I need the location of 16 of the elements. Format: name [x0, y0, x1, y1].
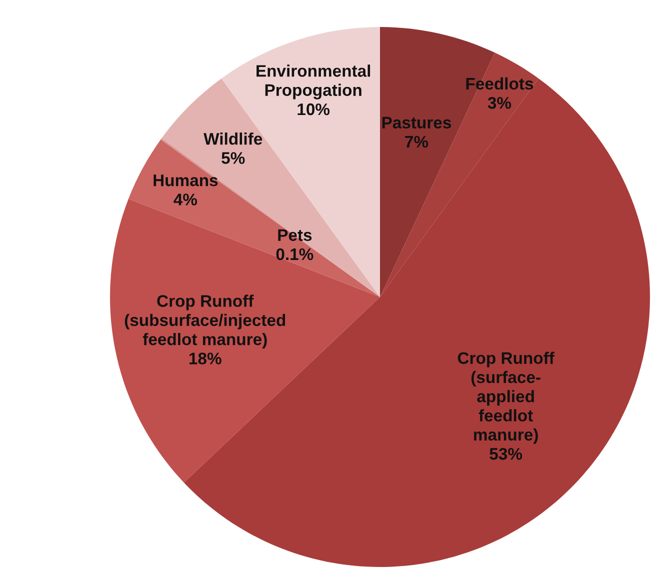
slice-label: Crop Runoff (subsurface/injected feedlot manure): [124, 294, 286, 349]
data-label: 0.1%: [276, 248, 314, 260]
data-label: 5%: [222, 152, 245, 164]
data-label: 53%: [490, 448, 522, 460]
data-label: 10%: [298, 103, 330, 116]
data-label: 7%: [405, 136, 428, 148]
data-label: 3%: [488, 97, 512, 109]
slice-label: Crop Runoff (surface- applied feedlot manure): [458, 352, 554, 444]
slice-label: Humans: [154, 174, 218, 186]
slice-label: Wildlife: [204, 132, 262, 145]
slice-label: Pastures: [382, 116, 452, 129]
slice-label: Feedlots: [466, 77, 534, 90]
slice-label: Environmental Propogation: [256, 64, 370, 100]
data-label: 18%: [189, 352, 222, 364]
slice-label: Pets: [278, 229, 312, 241]
data-label: 4%: [174, 194, 198, 206]
